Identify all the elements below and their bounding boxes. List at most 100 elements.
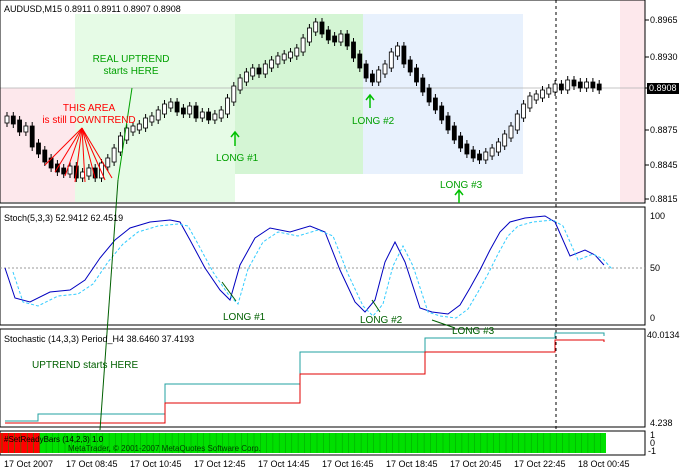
bars-panel	[0, 433, 606, 453]
candle	[376, 69, 382, 83]
long2-label: LONG #2	[352, 116, 395, 127]
ohlc-label: 0.8911 0.8911 0.8907 0.8908	[64, 4, 181, 14]
time-tick-2: 17 Oct 10:45	[130, 459, 182, 469]
candle	[432, 97, 438, 111]
candle	[344, 33, 350, 47]
candle	[464, 143, 470, 155]
candle	[552, 83, 558, 93]
time-tick-8: 17 Oct 22:45	[514, 459, 566, 469]
bars-header: #SetReadyBars (14,2,3) 1.0	[4, 435, 104, 444]
stoch-main-line	[4, 215, 605, 315]
candle	[584, 81, 589, 89]
price-tick-1: 0.8965	[650, 15, 678, 25]
stoch-h4-axis-top: 40.0134	[647, 330, 680, 340]
candle	[212, 113, 218, 121]
candle	[48, 157, 54, 169]
candle	[17, 119, 23, 133]
candle	[306, 27, 312, 43]
uptrend-pointer	[117, 87, 133, 181]
candle	[401, 45, 407, 65]
candle	[477, 153, 482, 161]
candle	[300, 37, 306, 53]
bars-panel-border	[0, 430, 646, 456]
stoch-h4-panel-border	[0, 328, 646, 428]
bars-axis-neg1: -1	[648, 446, 657, 456]
candle	[162, 103, 167, 115]
candle	[470, 149, 476, 159]
candle	[10, 115, 16, 125]
candle	[275, 55, 281, 65]
long3-arrow-icon	[454, 188, 464, 203]
candle	[281, 53, 287, 61]
watermark: MetaTrader, © 2001-2007 MetaQuotes Softw…	[68, 444, 261, 453]
candle	[218, 109, 224, 119]
candle	[155, 109, 161, 121]
candle	[193, 105, 199, 119]
main-panel	[0, 0, 645, 430]
downtrend-annotation: THIS AREA is still DOWNTREND	[40, 103, 138, 127]
real-uptrend-line-2: starts HERE	[103, 66, 159, 77]
long1-arrow-icon	[230, 130, 240, 146]
uptrend-starts-label: UPTREND starts HERE	[32, 360, 139, 371]
candle	[514, 113, 520, 131]
candle	[231, 85, 237, 103]
candle	[426, 87, 432, 103]
time-tick-6: 17 Oct 18:45	[386, 459, 438, 469]
candle	[130, 125, 136, 133]
long1-label: LONG #1	[216, 153, 259, 164]
time-tick-5: 17 Oct 16:45	[322, 459, 374, 469]
candle	[86, 167, 92, 177]
candle	[533, 93, 539, 101]
price-tick-5: 0.8845	[650, 160, 678, 170]
candle	[269, 59, 275, 69]
long3-label: LONG #3	[440, 180, 483, 191]
candle	[136, 123, 142, 131]
time-tick-3: 17 Oct 12:45	[194, 459, 246, 469]
candle	[407, 59, 413, 73]
main-panel-border	[0, 0, 646, 204]
annotation-lines	[44, 87, 464, 431]
candle	[225, 97, 230, 115]
candle	[338, 33, 344, 43]
downtrend-line-1: THIS AREA	[62, 103, 116, 114]
bars-green-segment	[40, 433, 606, 453]
candle	[332, 35, 338, 43]
candle	[313, 21, 319, 33]
main-header: AUDUSD,M15 0.8911 0.8911 0.8907 0.8908	[4, 4, 181, 14]
candle	[99, 162, 104, 179]
stoch-panel	[0, 215, 645, 319]
stoch-axis-50: 50	[650, 263, 661, 273]
candle	[445, 115, 451, 131]
stoch-long1-label: LONG #1	[223, 312, 266, 323]
downtrend-pointers	[44, 127, 113, 183]
candle	[294, 47, 300, 57]
candle	[118, 135, 123, 153]
candle	[395, 45, 401, 57]
candle	[388, 51, 394, 69]
candle	[199, 111, 205, 119]
downtrend-line-2: is still DOWNTREND	[42, 115, 136, 126]
candle	[577, 81, 583, 89]
stoch-h4-panel	[5, 332, 605, 424]
candle	[4, 115, 10, 124]
candle	[596, 83, 602, 91]
time-tick-7: 17 Oct 20:45	[450, 459, 502, 469]
stoch-h4-axis-bottom: 4.238	[650, 418, 673, 428]
candle	[61, 167, 67, 175]
time-tick-9: 18 Oct 00:45	[578, 459, 630, 469]
candle	[483, 151, 489, 161]
candle	[36, 142, 41, 155]
candle	[571, 79, 577, 87]
current-price-box: 0.8908	[647, 83, 679, 94]
candle	[288, 51, 293, 59]
price-tick-6: 0.8815	[650, 194, 678, 204]
uptrend-vertical-pointer	[99, 179, 119, 431]
time-tick-4: 17 Oct 14:45	[258, 459, 310, 469]
candle	[29, 125, 35, 148]
candle	[143, 117, 149, 129]
long-arrows	[230, 93, 464, 203]
real-uptrend-annotation: REAL UPTREND starts HERE	[82, 54, 180, 78]
candle	[262, 63, 268, 75]
candle	[565, 79, 571, 91]
